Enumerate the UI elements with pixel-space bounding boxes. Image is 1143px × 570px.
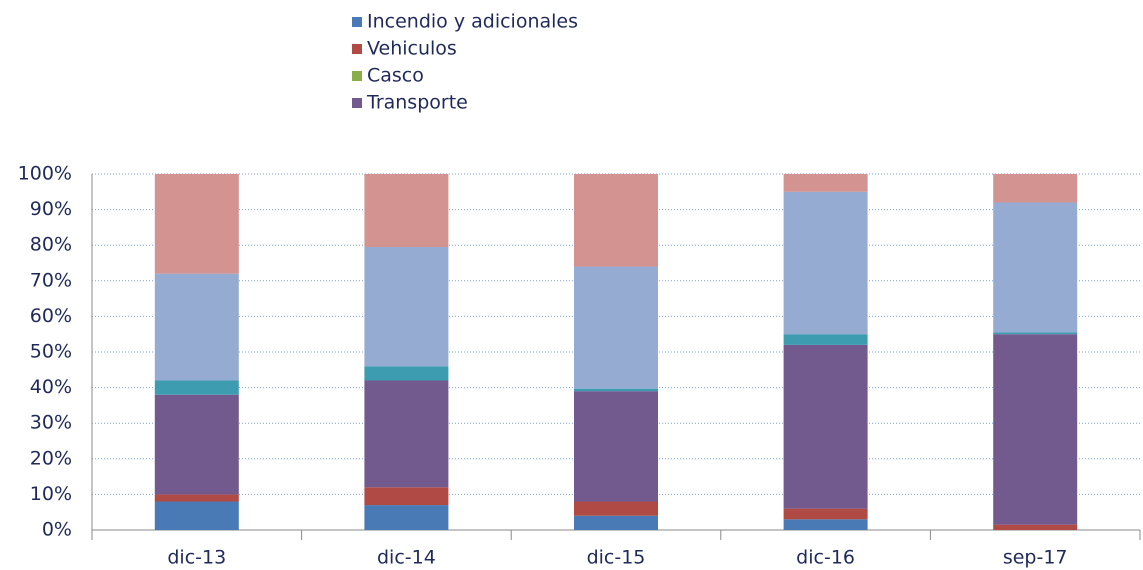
bar-segment	[154, 494, 239, 502]
y-tick-label: 0%	[42, 519, 72, 541]
x-tick-label: dic-14	[377, 547, 436, 569]
legend-swatch	[352, 44, 362, 54]
bar-segment	[993, 334, 1078, 525]
bar-segment	[993, 524, 1078, 530]
legend-label: Vehiculos	[367, 38, 457, 60]
y-tick-label: 80%	[30, 234, 72, 256]
legend-label: Incendio y adicionales	[367, 11, 578, 33]
y-tick-label: 60%	[30, 305, 72, 327]
bar-segment	[993, 174, 1078, 203]
x-tick-label: dic-16	[796, 547, 855, 569]
bar-segment	[154, 174, 239, 274]
bar-segment	[574, 391, 658, 502]
bar-segment	[364, 487, 449, 506]
bar-segment	[783, 344, 868, 509]
x-tick-label: dic-15	[587, 547, 646, 569]
legend-swatch	[352, 17, 362, 27]
bar-segment	[783, 519, 868, 530]
bar-segment	[993, 332, 1078, 335]
y-tick-label: 30%	[30, 412, 72, 434]
bar-segment	[364, 174, 449, 247]
bar-segment	[574, 174, 658, 267]
bar-segment	[783, 191, 868, 335]
bar-segment	[364, 366, 449, 381]
y-tick-label: 50%	[30, 341, 72, 363]
bar-segment	[783, 174, 868, 192]
legend-label: Casco	[367, 65, 424, 87]
bar-segment	[364, 246, 449, 367]
y-tick-label: 40%	[30, 376, 72, 398]
bar-segment	[574, 515, 658, 530]
bar-segment	[574, 501, 658, 516]
bar-segment	[154, 273, 239, 381]
y-tick-label: 10%	[30, 483, 72, 505]
bar-segment	[993, 202, 1078, 333]
y-tick-label: 70%	[30, 269, 72, 291]
bar-segment	[364, 380, 449, 488]
bar-segment	[154, 380, 239, 395]
x-tick-label: dic-13	[167, 547, 226, 569]
bar-segment	[574, 266, 658, 389]
y-tick-label: 90%	[30, 198, 72, 220]
bar-segment	[783, 334, 868, 345]
bar-segment	[574, 388, 658, 392]
bar-segment	[154, 394, 239, 495]
legend-label: Transporte	[366, 92, 468, 114]
y-tick-label: 20%	[30, 447, 72, 469]
y-tick-label: 100%	[18, 163, 72, 185]
legend-swatch	[352, 98, 362, 108]
bar-segment	[783, 508, 868, 520]
bar-segment	[154, 501, 239, 530]
legend-swatch	[352, 71, 362, 81]
bar-segment	[364, 505, 449, 530]
x-tick-label: sep-17	[1003, 547, 1068, 569]
